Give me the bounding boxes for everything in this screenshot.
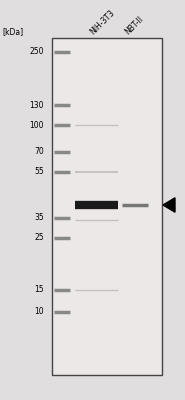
Text: 25: 25 xyxy=(34,234,44,242)
Text: 70: 70 xyxy=(34,148,44,156)
Text: 10: 10 xyxy=(34,308,44,316)
Text: 130: 130 xyxy=(29,100,44,110)
Text: 250: 250 xyxy=(29,48,44,56)
Text: 35: 35 xyxy=(34,214,44,222)
Text: 55: 55 xyxy=(34,168,44,176)
Text: 100: 100 xyxy=(29,120,44,130)
Polygon shape xyxy=(163,198,175,212)
Text: [kDa]: [kDa] xyxy=(2,27,23,36)
Text: NIH-3T3: NIH-3T3 xyxy=(89,8,117,36)
Text: 15: 15 xyxy=(34,286,44,294)
Bar xyxy=(52,38,162,375)
Text: NBT-II: NBT-II xyxy=(124,14,146,36)
